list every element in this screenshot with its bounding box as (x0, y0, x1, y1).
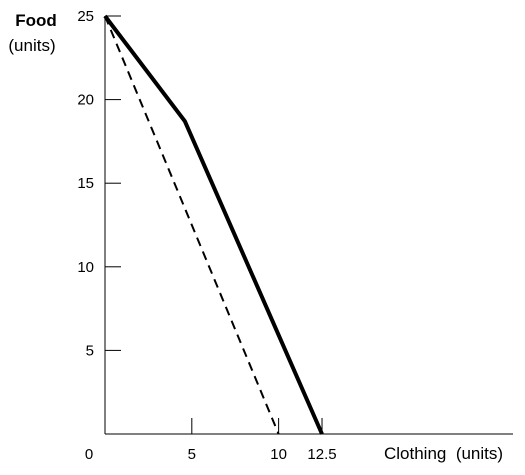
y-axis-unit-label: (units) (8, 36, 55, 55)
y-tick-label: 25 (77, 8, 94, 25)
chart-series (103, 14, 324, 435)
chart-labels: Food (units) Clothing (units) 0 (8, 11, 503, 463)
chart-axes: 5 10 15 20 25 5 10 12.5 (77, 8, 513, 463)
dashed-frontier-line (104, 15, 280, 435)
x-tick-label: 10 (270, 446, 287, 463)
y-tick-label: 20 (77, 92, 94, 109)
solid-frontier-line (103, 14, 324, 435)
x-tick-label: 5 (188, 446, 196, 463)
y-tick-label: 5 (86, 342, 94, 359)
origin-label: 0 (85, 446, 93, 463)
y-axis-label: Food (15, 11, 57, 30)
y-tick-label: 10 (77, 259, 94, 276)
x-axis-label: Clothing (units) (384, 444, 503, 463)
x-tick-label: 12.5 (307, 446, 336, 463)
y-tick-label: 15 (77, 175, 94, 192)
